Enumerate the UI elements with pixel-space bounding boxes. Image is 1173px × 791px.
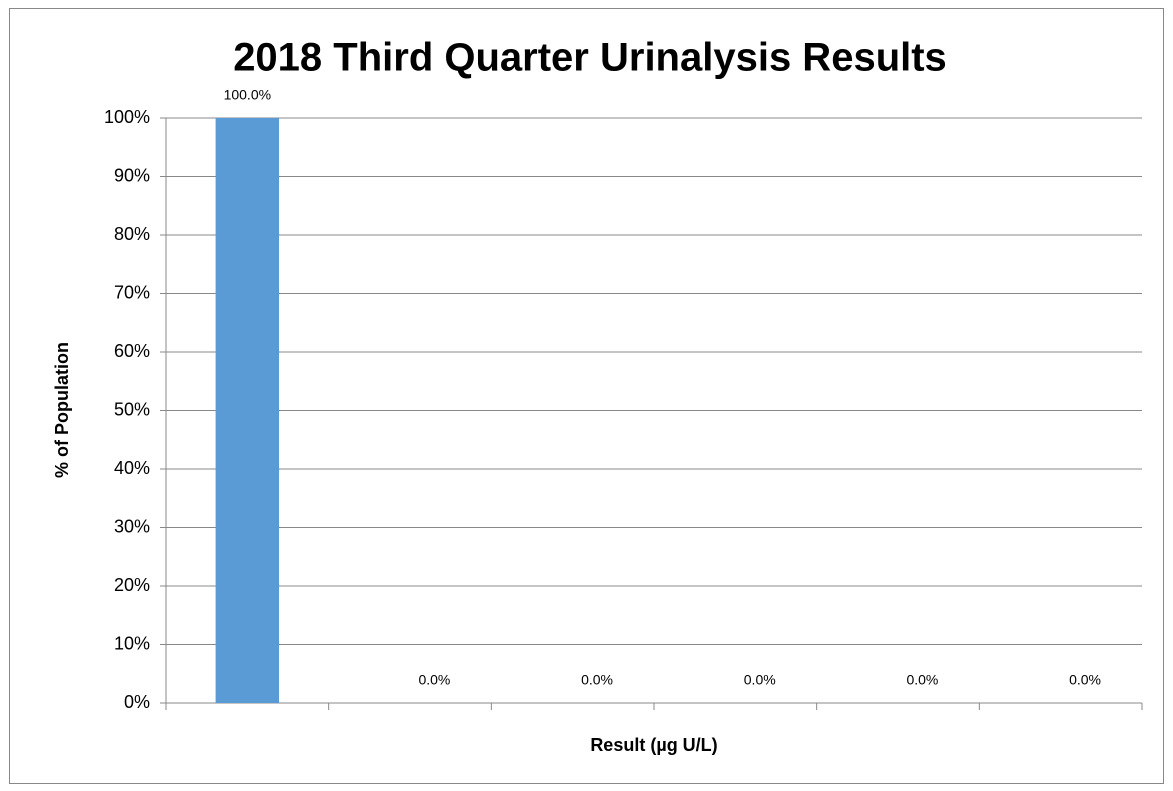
y-tick-label: 80% xyxy=(114,224,150,244)
data-label: 0.0% xyxy=(418,672,450,688)
y-axis-label: % of Population xyxy=(52,342,72,478)
y-tick-label: 100% xyxy=(104,107,150,127)
y-tick-label: 10% xyxy=(114,633,150,653)
y-tick-label: 90% xyxy=(114,165,150,185)
chart-border xyxy=(9,8,1164,784)
chart-title: 2018 Third Quarter Urinalysis Results xyxy=(233,36,947,80)
y-tick-label: 60% xyxy=(114,341,150,361)
data-label: 0.0% xyxy=(1069,672,1101,688)
y-tick-label: 20% xyxy=(114,575,150,595)
y-tick-label: 50% xyxy=(114,399,150,419)
data-label: 100.0% xyxy=(224,87,271,103)
data-label: 0.0% xyxy=(744,672,776,688)
bar xyxy=(215,118,280,703)
data-label: 0.0% xyxy=(581,672,613,688)
y-tick-label: 70% xyxy=(114,282,150,302)
x-axis-label: Result (µg U/L) xyxy=(590,735,717,755)
data-label: 0.0% xyxy=(906,672,938,688)
y-tick-label: 40% xyxy=(114,458,150,478)
y-tick-label: 30% xyxy=(114,516,150,536)
y-tick-label: 0% xyxy=(124,692,150,712)
